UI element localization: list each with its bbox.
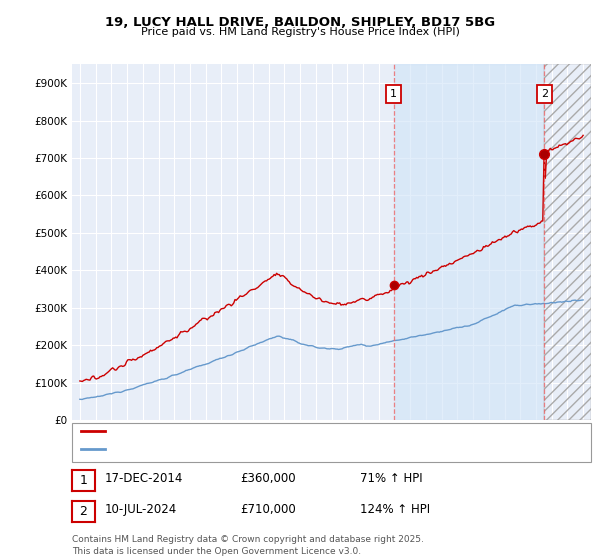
Text: 1: 1 [390,90,397,99]
Text: 10-JUL-2024: 10-JUL-2024 [105,503,177,516]
Text: 2: 2 [541,90,548,99]
Text: Contains HM Land Registry data © Crown copyright and database right 2025.
This d: Contains HM Land Registry data © Crown c… [72,535,424,556]
Text: Price paid vs. HM Land Registry's House Price Index (HPI): Price paid vs. HM Land Registry's House … [140,27,460,38]
Text: 1: 1 [79,474,88,487]
Text: 71% ↑ HPI: 71% ↑ HPI [360,472,422,486]
Text: 124% ↑ HPI: 124% ↑ HPI [360,503,430,516]
Text: £360,000: £360,000 [240,472,296,486]
Text: 19, LUCY HALL DRIVE, BAILDON, SHIPLEY, BD17 5BG (detached house): 19, LUCY HALL DRIVE, BAILDON, SHIPLEY, B… [111,426,479,436]
Text: £710,000: £710,000 [240,503,296,516]
Bar [394,64,544,420]
Text: 19, LUCY HALL DRIVE, BAILDON, SHIPLEY, BD17 5BG: 19, LUCY HALL DRIVE, BAILDON, SHIPLEY, B… [105,16,495,29]
Text: 17-DEC-2014: 17-DEC-2014 [105,472,184,486]
Text: HPI: Average price, detached house, Bradford: HPI: Average price, detached house, Brad… [111,444,349,454]
Text: 2: 2 [79,505,88,518]
